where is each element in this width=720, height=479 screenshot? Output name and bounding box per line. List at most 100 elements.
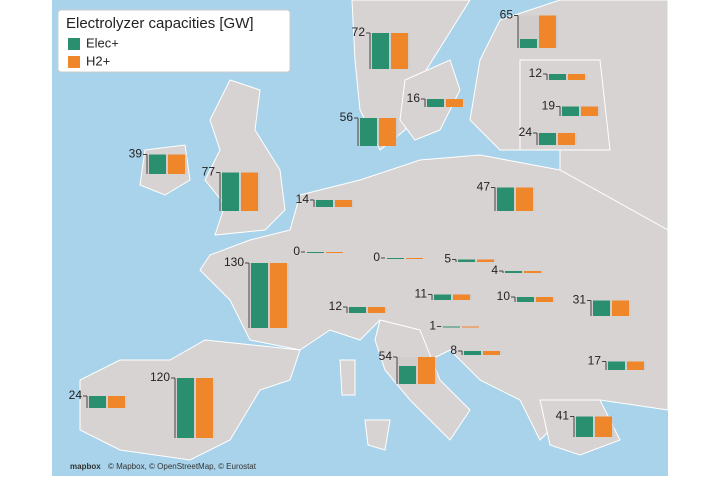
bar-h2 (539, 15, 556, 48)
bar-h2 (516, 187, 533, 211)
bar-elec (316, 200, 333, 207)
bar-elec (387, 258, 404, 259)
scale-label: 10 (497, 289, 511, 303)
scale-label: 11 (415, 287, 428, 301)
scale-label: 12 (529, 66, 543, 80)
bar-h2 (483, 351, 500, 355)
bar-backdrop (547, 74, 587, 80)
bar-elec (427, 99, 444, 107)
bar-h2 (326, 252, 343, 253)
legend-title: Electrolyzer capacities [GW] (66, 15, 254, 32)
bar-h2 (418, 357, 435, 384)
bar-h2 (558, 133, 575, 145)
bar-backdrop (441, 326, 481, 327)
scale-label: 17 (588, 354, 602, 368)
scale-label: 54 (379, 349, 393, 363)
scale-label: 0 (293, 244, 300, 258)
scale-label: 47 (477, 180, 491, 194)
scale-label: 8 (450, 343, 457, 357)
legend-swatch (68, 38, 80, 50)
bar-h2 (196, 378, 213, 438)
scale-label: 24 (69, 388, 83, 402)
scale-label: 19 (542, 99, 556, 113)
legend-label: H2+ (86, 53, 110, 68)
bar-h2 (453, 294, 470, 300)
scale-label: 1 (429, 319, 436, 333)
bar-h2 (595, 416, 612, 437)
scale-label: 56 (340, 110, 354, 124)
bar-elec (443, 326, 460, 328)
bar-backdrop (347, 307, 387, 313)
bar-elec (549, 74, 566, 80)
legend: Electrolyzer capacities [GW] (57, 9, 291, 73)
bar-h2 (568, 74, 585, 80)
bar-backdrop (432, 294, 472, 300)
bar-elec (349, 307, 366, 313)
bar-elec (517, 297, 534, 302)
scale-label: 39 (129, 147, 143, 161)
bar-elec (372, 33, 389, 69)
bar-backdrop (456, 259, 496, 262)
bar-h2 (406, 258, 423, 259)
legend-swatch (68, 56, 80, 68)
bar-elec (222, 172, 239, 211)
bar-elec (562, 106, 579, 116)
bar-h2 (335, 200, 352, 207)
legend-label: Elec+ (86, 35, 119, 50)
bar-h2 (612, 300, 629, 316)
logo: mapbox (70, 462, 101, 471)
bar-elec (576, 416, 593, 437)
bar-h2 (462, 326, 479, 328)
bar-h2 (391, 33, 408, 69)
bar-h2 (627, 361, 644, 370)
bar-backdrop (515, 297, 555, 302)
bar-elec (539, 133, 556, 145)
bar-elec (360, 118, 377, 146)
bar-h2 (477, 259, 494, 262)
scale-label: 4 (491, 263, 498, 277)
scale-label: 120 (150, 370, 170, 384)
bar-h2 (581, 106, 598, 116)
scale-label: 12 (329, 299, 343, 313)
legend-box (57, 9, 291, 73)
bar-h2 (536, 297, 553, 302)
scale-label: 14 (296, 192, 310, 206)
bar-elec (434, 294, 451, 300)
scale-label: 41 (556, 409, 570, 423)
bar-elec (89, 396, 106, 408)
scale-label: 65 (500, 8, 514, 22)
bar-elec (177, 378, 194, 438)
scale-label: 5 (444, 252, 451, 266)
bar-elec (399, 366, 416, 384)
scale-label: 77 (202, 165, 216, 179)
bar-elec (497, 187, 514, 211)
bar-h2 (379, 118, 396, 146)
scale-label: 16 (407, 91, 421, 105)
bar-backdrop (606, 361, 646, 370)
bar-h2 (524, 271, 541, 273)
bar-elec (307, 252, 324, 253)
scale-label: 0 (373, 250, 380, 264)
scale-label: 130 (224, 255, 244, 269)
scale-label: 72 (352, 25, 366, 39)
scale-label: 31 (573, 293, 587, 307)
bar-backdrop (503, 271, 543, 273)
bar-h2 (241, 172, 258, 211)
bar-backdrop (462, 351, 502, 355)
scale-label: 24 (519, 125, 533, 139)
bar-elec (458, 259, 475, 262)
bar-elec (251, 263, 268, 328)
bar-elec (149, 154, 166, 174)
bar-backdrop (425, 99, 465, 107)
bar-backdrop (314, 200, 354, 207)
bar-elec (464, 351, 481, 355)
bar-elec (520, 39, 537, 48)
bar-elec (593, 300, 610, 316)
bar-h2 (108, 396, 125, 408)
bar-elec (505, 271, 522, 273)
bar-h2 (168, 154, 185, 174)
bar-elec (608, 361, 625, 370)
bar-h2 (270, 263, 287, 328)
bar-h2 (446, 99, 463, 107)
